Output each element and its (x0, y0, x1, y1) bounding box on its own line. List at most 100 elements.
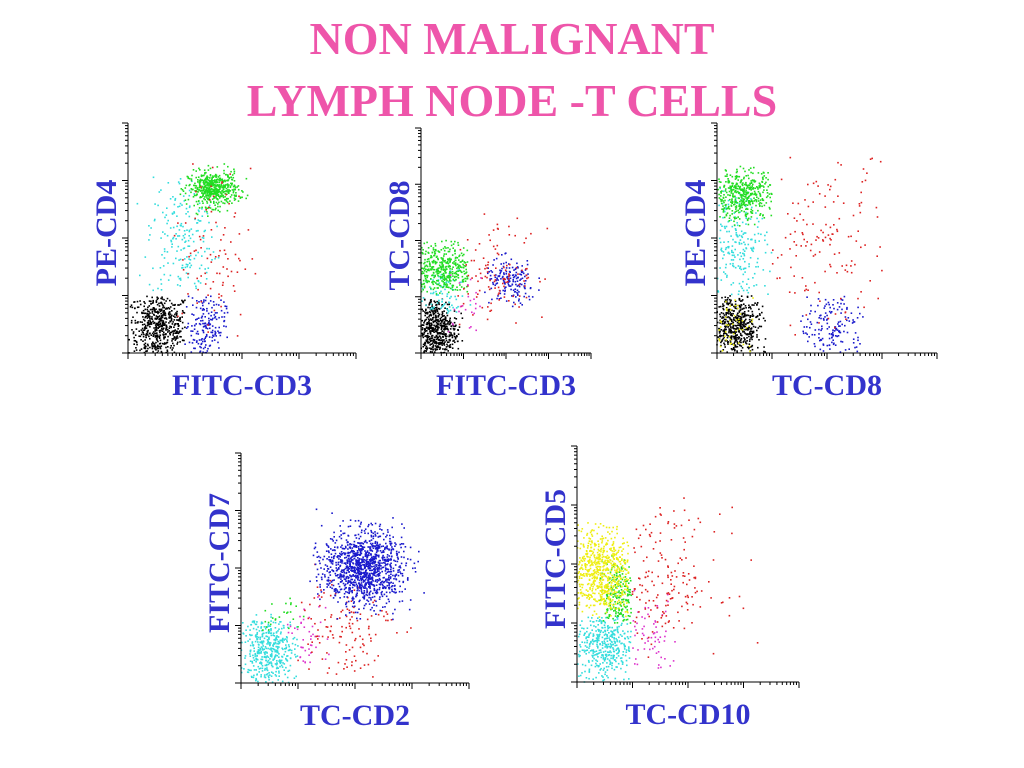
data-point-green (456, 289, 459, 291)
data-point-red (812, 223, 814, 225)
data-point-green (460, 261, 462, 263)
data-point-green (734, 185, 736, 188)
data-point-green (216, 181, 219, 184)
data-point-cyan (276, 635, 278, 637)
data-point-cyan (727, 199, 730, 202)
data-point-black (761, 311, 763, 314)
data-point-green (290, 603, 292, 606)
data-point-blue (193, 328, 196, 330)
data-point-green (432, 247, 435, 249)
data-point-red (478, 243, 481, 245)
data-point-green (725, 181, 727, 183)
data-point-cyan (189, 259, 192, 261)
data-point-black (743, 326, 745, 328)
data-point-blue (859, 312, 861, 315)
data-point-black (739, 323, 742, 326)
data-point-green (736, 170, 738, 173)
data-point-green (448, 257, 451, 260)
data-point-cyan (254, 635, 257, 637)
data-point-red (330, 616, 332, 618)
data-point-blue (833, 307, 835, 310)
data-point-black (161, 302, 163, 305)
data-point-cyan (449, 309, 452, 312)
data-point-blue (521, 304, 523, 306)
data-point-red (822, 240, 825, 242)
data-point-black (751, 323, 754, 326)
data-point-cyan (274, 641, 277, 644)
data-point-black (144, 319, 146, 322)
data-point-black (432, 317, 434, 319)
data-point-red (239, 259, 241, 262)
data-point-black (434, 349, 437, 351)
data-point-blue (819, 338, 822, 341)
data-point-blue (806, 333, 808, 336)
data-point-cyan (179, 202, 182, 205)
data-point-cyan (727, 203, 730, 206)
data-point-cyan (275, 650, 278, 652)
data-point-black (438, 343, 440, 345)
data-point-black (430, 347, 433, 350)
data-point-black (440, 341, 442, 344)
data-point-green (453, 276, 456, 279)
data-point-cyan (285, 658, 288, 661)
data-point-cyan (199, 220, 202, 222)
data-point-cyan (255, 623, 258, 626)
data-point-cyan (441, 292, 444, 295)
data-point-green (747, 191, 750, 194)
data-point-cyan (163, 257, 166, 259)
data-point-cyan (181, 264, 184, 267)
data-point-magenta (473, 312, 475, 315)
data-point-blue (844, 349, 847, 351)
data-point-cyan (270, 655, 272, 657)
data-point-cyan (425, 304, 427, 307)
data-point-cyan (152, 289, 154, 292)
data-point-green (742, 192, 745, 194)
data-point-black (741, 324, 744, 326)
data-point-cyan (283, 625, 285, 627)
data-point-black (176, 310, 178, 313)
data-point-blue (493, 259, 495, 261)
data-point-cyan (259, 667, 262, 670)
data-point-red (838, 252, 841, 254)
data-point-blue (211, 306, 213, 309)
data-point-green (217, 198, 219, 201)
data-point-black (425, 318, 428, 321)
data-point-green (740, 204, 743, 206)
data-point-red (195, 249, 197, 252)
data-point-green (737, 216, 739, 218)
data-point-black (156, 339, 158, 341)
data-point-red (200, 247, 202, 249)
data-point-blue (522, 272, 525, 275)
data-point-black (734, 300, 737, 303)
data-point-green (179, 193, 182, 196)
data-point-black (748, 318, 751, 321)
data-point-green (435, 262, 437, 264)
data-point-green (424, 261, 426, 264)
data-point-green (762, 178, 764, 181)
data-point-magenta (324, 606, 327, 609)
data-point-cyan (260, 662, 263, 664)
data-point-black (423, 350, 425, 353)
data-point-red (210, 261, 213, 263)
data-point-black (183, 339, 185, 342)
data-point-red (503, 285, 505, 288)
data-point-red (793, 241, 795, 243)
data-point-black (162, 320, 165, 322)
data-point-black (450, 334, 452, 336)
data-point-black (155, 325, 158, 328)
data-point-red (822, 239, 824, 241)
data-point-black (169, 306, 172, 308)
data-point-red (222, 281, 224, 284)
data-point-blue (218, 326, 220, 329)
data-point-cyan (295, 656, 297, 658)
data-point-red (238, 257, 240, 260)
data-point-red (212, 195, 215, 197)
data-point-green (446, 275, 448, 278)
data-point-black (161, 330, 164, 332)
data-point-cyan (737, 293, 740, 296)
data-point-red (329, 594, 332, 597)
data-point-green (721, 199, 723, 201)
data-point-cyan (185, 240, 187, 243)
data-point-cyan (760, 233, 762, 236)
data-point-black (180, 336, 182, 338)
